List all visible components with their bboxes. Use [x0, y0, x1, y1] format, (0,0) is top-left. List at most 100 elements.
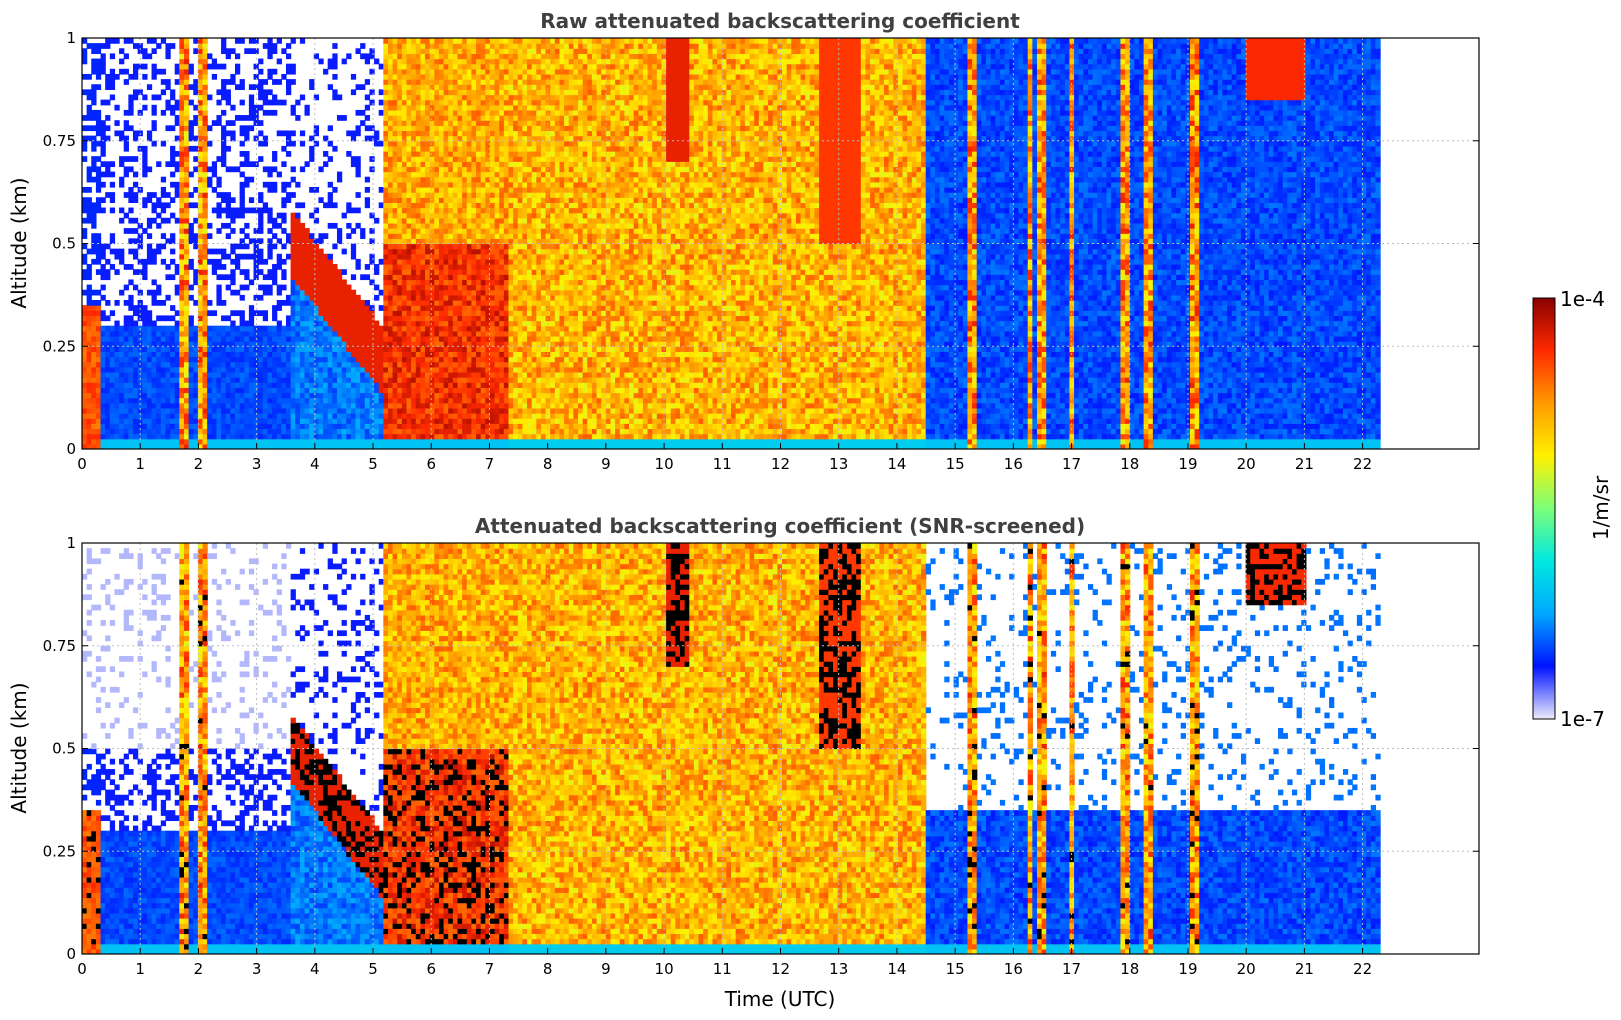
heatmap-cell: [290, 166, 296, 173]
heatmap-cell: [383, 300, 389, 306]
heatmap-cell: [457, 392, 463, 399]
heatmap-cell: [476, 382, 482, 388]
heatmap-cell: [202, 104, 208, 111]
heatmap-cell: [489, 192, 496, 198]
heatmap-cell: [452, 151, 459, 157]
heatmap-cell: [86, 186, 92, 193]
heatmap-cell: [114, 387, 120, 394]
heatmap-cell: [471, 53, 477, 60]
heatmap-cell: [392, 43, 398, 49]
heatmap-cell: [452, 125, 459, 132]
heatmap-cell: [397, 217, 403, 224]
heatmap-cell: [123, 68, 129, 75]
heatmap-cell: [350, 351, 357, 358]
heatmap-cell: [262, 361, 269, 368]
heatmap-cell: [476, 84, 482, 90]
heatmap-cell: [109, 402, 116, 409]
heatmap-cell: [281, 392, 287, 399]
heatmap-cell: [123, 433, 129, 440]
heatmap-cell: [387, 335, 394, 342]
heatmap-cell: [392, 294, 398, 301]
heatmap-cell: [95, 413, 102, 419]
heatmap-cell: [165, 418, 171, 424]
heatmap-cell: [392, 73, 398, 80]
heatmap-cell: [327, 305, 333, 311]
heatmap-cell: [438, 125, 445, 132]
heatmap-cell: [193, 438, 199, 445]
heatmap-cell: [387, 423, 394, 430]
heatmap-cell: [336, 361, 343, 368]
heatmap-cell: [151, 351, 157, 358]
heatmap-cell: [188, 418, 194, 424]
heatmap-cell: [452, 94, 459, 101]
heatmap-cell: [183, 202, 190, 209]
heatmap-cell: [114, 330, 120, 337]
heatmap-cell: [151, 253, 157, 260]
heatmap-cell: [318, 305, 324, 311]
heatmap-cell: [480, 243, 486, 250]
heatmap-cell: [471, 325, 477, 332]
heatmap-cell: [332, 243, 338, 250]
heatmap-cell: [132, 253, 139, 260]
heatmap-cell: [401, 248, 408, 255]
heatmap-cell: [406, 38, 412, 44]
heatmap-cell: [443, 300, 449, 306]
heatmap-cell: [299, 438, 306, 445]
heatmap-cell: [202, 387, 208, 394]
heatmap-cell: [406, 413, 412, 419]
heatmap-cell: [448, 207, 454, 214]
heatmap-cell: [318, 443, 324, 449]
heatmap-cell: [323, 382, 329, 388]
heatmap-cell: [355, 443, 361, 449]
heatmap-cell: [183, 115, 190, 121]
heatmap-cell: [262, 402, 269, 409]
heatmap-cell: [248, 392, 255, 399]
heatmap-cell: [86, 289, 92, 296]
heatmap-cell: [420, 423, 426, 430]
heatmap-cell: [290, 402, 296, 409]
heatmap-cell: [86, 356, 92, 363]
heatmap-cell: [170, 145, 176, 152]
heatmap-cell: [221, 397, 227, 404]
heatmap-cell: [494, 428, 500, 435]
heatmap-cell: [239, 161, 245, 168]
heatmap-cell: [258, 284, 264, 291]
heatmap-cell: [272, 310, 278, 317]
heatmap-cell: [197, 325, 204, 332]
heatmap-cell: [429, 258, 435, 265]
heatmap-cell: [216, 207, 222, 214]
heatmap-cell: [114, 423, 120, 430]
heatmap-cell: [387, 330, 394, 337]
heatmap-cell: [179, 351, 185, 358]
heatmap-cell: [156, 407, 162, 414]
heatmap-cell: [225, 413, 231, 419]
heatmap-cell: [188, 294, 194, 301]
heatmap-cell: [392, 125, 398, 132]
heatmap-cell: [452, 305, 459, 311]
heatmap-cell: [420, 73, 426, 80]
heatmap-cell: [457, 253, 463, 260]
heatmap-cell: [350, 130, 357, 137]
heatmap-cell: [239, 269, 245, 275]
heatmap-cell: [350, 315, 357, 322]
heatmap-cell: [429, 228, 435, 234]
heatmap-cell: [193, 341, 199, 347]
heatmap-cell: [462, 397, 468, 404]
heatmap-cell: [466, 171, 473, 178]
heatmap-cell: [156, 243, 162, 250]
heatmap-cell: [443, 325, 449, 332]
heatmap-cell: [318, 428, 324, 435]
heatmap-cell: [95, 68, 102, 75]
heatmap-cell: [193, 115, 199, 121]
heatmap-cell: [429, 346, 435, 352]
heatmap-cell: [471, 377, 477, 383]
heatmap-cell: [462, 325, 468, 332]
heatmap-cell: [383, 212, 389, 219]
heatmap-cell: [193, 48, 199, 55]
heatmap-cell: [411, 305, 417, 311]
heatmap-cell: [323, 233, 329, 239]
heatmap-cell: [448, 135, 454, 142]
heatmap-cell: [82, 228, 88, 234]
heatmap-cell: [225, 346, 231, 352]
heatmap-cell: [485, 330, 491, 337]
